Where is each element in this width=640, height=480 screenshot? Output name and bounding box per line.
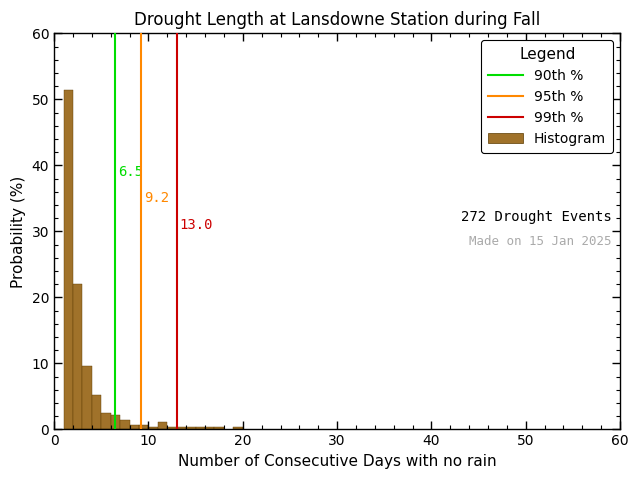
Legend: 90th %, 95th %, 99th %, Histogram: 90th %, 95th %, 99th %, Histogram [481, 40, 613, 153]
Y-axis label: Probability (%): Probability (%) [11, 175, 26, 288]
Bar [186, 427, 196, 430]
Text: Made on 15 Jan 2025: Made on 15 Jan 2025 [469, 235, 612, 249]
Bar [205, 427, 214, 430]
Bar [130, 425, 139, 430]
Bar [63, 90, 73, 430]
Bar [120, 420, 130, 430]
Bar [73, 284, 83, 430]
Bar [158, 422, 167, 430]
Bar [101, 412, 111, 430]
Bar [148, 427, 158, 430]
Bar [234, 427, 243, 430]
Title: Drought Length at Lansdowne Station during Fall: Drought Length at Lansdowne Station duri… [134, 11, 540, 29]
Text: 13.0: 13.0 [180, 218, 213, 232]
Bar [214, 427, 224, 430]
X-axis label: Number of Consecutive Days with no rain: Number of Consecutive Days with no rain [178, 454, 497, 469]
Bar [139, 425, 148, 430]
Bar [83, 366, 92, 430]
Text: 272 Drought Events: 272 Drought Events [461, 210, 612, 224]
Bar [92, 396, 101, 430]
Bar [167, 427, 177, 430]
Text: 9.2: 9.2 [144, 192, 169, 205]
Bar [196, 427, 205, 430]
Bar [111, 415, 120, 430]
Text: 6.5: 6.5 [118, 165, 143, 179]
Bar [177, 427, 186, 430]
